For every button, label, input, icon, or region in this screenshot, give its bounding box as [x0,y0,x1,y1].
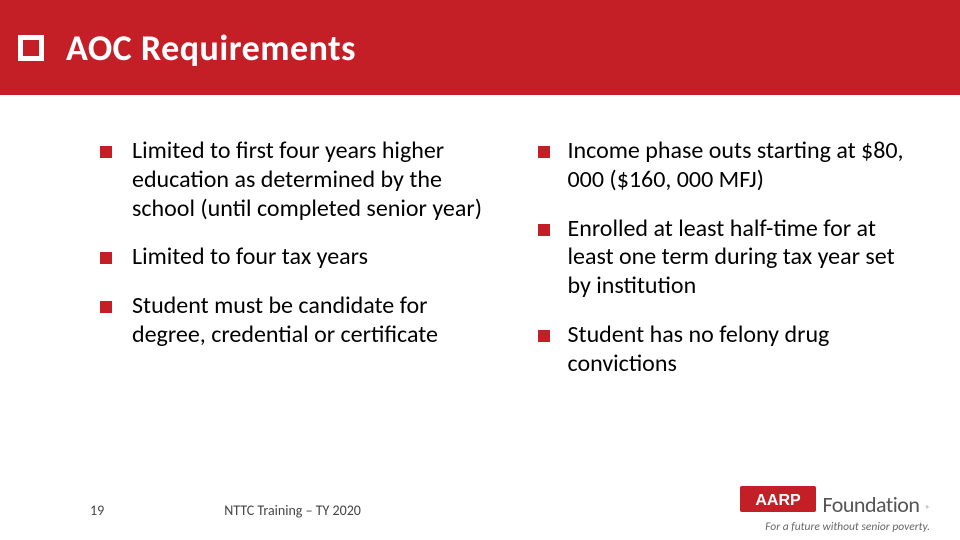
slide: AOC Requirements Limited to first four y… [0,0,960,540]
list-item: Limited to first four years higher educa… [100,137,483,223]
right-column: Income phase outs starting at $80, 000 (… [538,137,921,399]
right-list: Income phase outs starting at $80, 000 (… [538,137,921,379]
slide-header: AOC Requirements [0,0,960,95]
aarp-logo-icon: AARP [740,486,816,512]
list-item: Limited to four tax years [100,243,483,272]
logo-suffix: Foundation [822,491,919,518]
left-list: Limited to first four years higher educa… [100,137,483,350]
title-bullet-icon [18,35,44,61]
list-item: Income phase outs starting at $80, 000 (… [538,137,921,195]
footer-note: NTTC Training – TY 2020 [224,502,361,519]
list-item: Student has no felony drug convictions [538,321,921,379]
logo-block: AARP Foundation ® For a future without s… [740,486,930,534]
svg-text:AARP: AARP [756,492,802,509]
aarp-foundation-logo: AARP Foundation ® [740,486,930,518]
slide-content: Limited to first four years higher educa… [0,95,960,399]
left-column: Limited to first four years higher educa… [100,137,483,399]
logo-tagline: For a future without senior poverty. [740,520,930,534]
slide-title: AOC Requirements [66,26,356,70]
list-item: Student must be candidate for degree, cr… [100,292,483,350]
slide-footer: 19 NTTC Training – TY 2020 AARP Foundati… [0,480,960,540]
title-bullet-inner [23,40,39,56]
list-item: Enrolled at least half-time for at least… [538,215,921,301]
registered-icon: ® [925,504,930,515]
page-number: 19 [90,502,104,519]
